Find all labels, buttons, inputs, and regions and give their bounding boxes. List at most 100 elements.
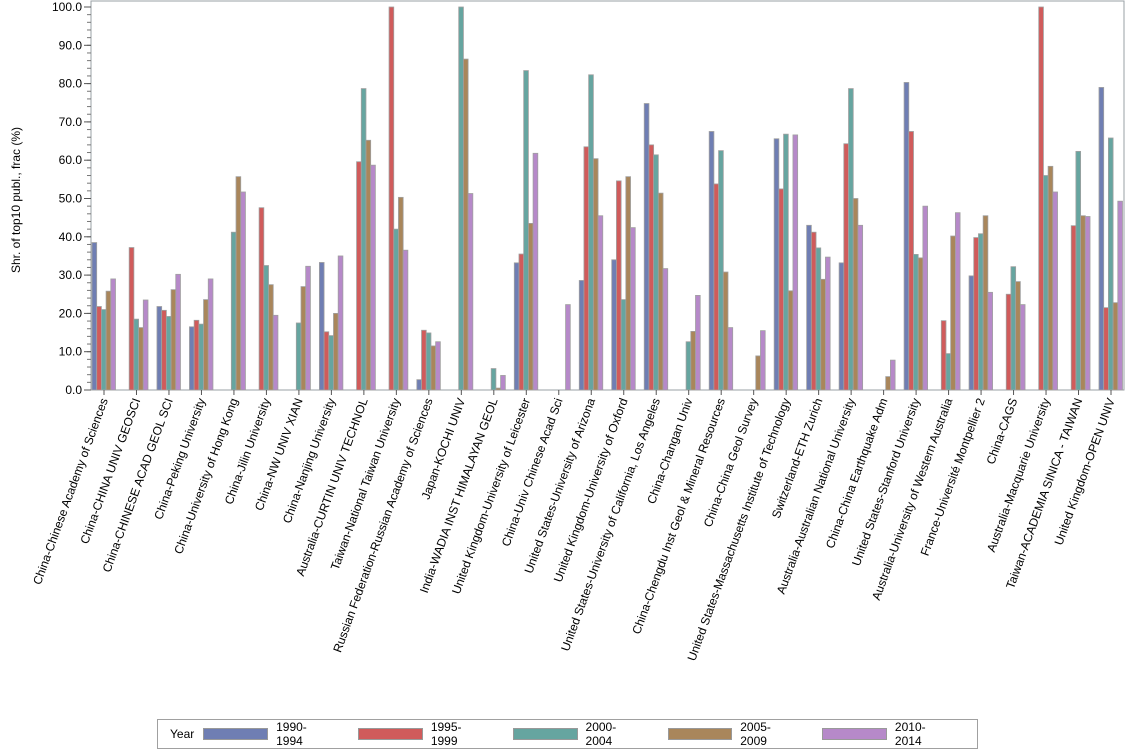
bar-2000-2004 <box>653 154 659 391</box>
bar-2005-2009 <box>398 196 404 391</box>
bar-2000-2004 <box>458 6 464 391</box>
bar-1990-1994 <box>611 259 617 391</box>
bar-2005-2009 <box>982 215 989 391</box>
x-tick-label: China-China Earthquake Adm <box>823 396 890 550</box>
bar-2005-2009 <box>657 192 664 391</box>
bar-2000-2004 <box>945 353 952 391</box>
bar-2010-2014 <box>175 273 181 391</box>
bar-1995-1999 <box>356 161 362 391</box>
bar-1995-1999 <box>843 143 849 391</box>
bar-2010-2014 <box>695 294 701 391</box>
legend-label: 2000-2004 <box>585 720 617 748</box>
bar-2005-2009 <box>1015 281 1021 391</box>
bar-2010-2014 <box>1019 304 1026 391</box>
bar-2005-2009 <box>463 58 469 391</box>
bar-1990-1994 <box>903 82 910 391</box>
bar-1990-1994 <box>708 131 715 391</box>
bar-1990-1994 <box>416 379 422 391</box>
bar-1995-1999 <box>388 6 395 391</box>
bar-2005-2009 <box>625 176 631 391</box>
bar-2010-2014 <box>565 304 571 391</box>
bar-1995-1999 <box>96 306 102 391</box>
x-tick-label: China-CAGS <box>983 396 1020 466</box>
bar-2010-2014 <box>727 327 734 391</box>
bar-1995-1999 <box>1038 6 1044 391</box>
legend-swatch <box>512 728 578 740</box>
bar-2010-2014 <box>890 359 896 391</box>
y-tick-label: 30.0 <box>59 268 83 282</box>
y-tick-label: 0.0 <box>65 383 82 397</box>
bar-2000-2004 <box>263 265 269 391</box>
legend-label: 2005-2009 <box>740 720 771 748</box>
y-tick-label: 90.0 <box>59 38 83 52</box>
bar-1990-1994 <box>806 224 812 391</box>
plot-frame <box>90 0 1125 391</box>
bar-1995-1999 <box>193 319 200 391</box>
bar-2010-2014 <box>630 227 636 391</box>
bar-2005-2009 <box>722 271 729 391</box>
bar-1990-1994 <box>156 306 163 391</box>
x-tick-label: China-Univ Chinese Acad Sci <box>499 396 566 548</box>
legend-item-1990-1994: 1990-1994 <box>203 720 322 748</box>
bar-2000-2004 <box>620 299 627 391</box>
bar-2005-2009 <box>365 139 372 391</box>
bar-2010-2014 <box>207 278 214 391</box>
y-tick-label: 70.0 <box>59 115 83 129</box>
bar-2000-2004 <box>523 70 529 391</box>
bar-2000-2004 <box>230 231 237 391</box>
bar-2005-2009 <box>170 289 177 391</box>
bar-2000-2004 <box>165 316 172 391</box>
y-tick-label: 50.0 <box>59 192 83 206</box>
bar-1995-1999 <box>973 237 979 391</box>
bar-1995-1999 <box>810 231 817 391</box>
bar-2010-2014 <box>240 191 246 391</box>
bar-2005-2009 <box>203 299 209 391</box>
bar-2005-2009 <box>592 158 599 391</box>
x-tick-label: China-CHINA UNIV GEOSCI <box>77 396 143 546</box>
bar-1990-1994 <box>1098 87 1105 391</box>
bar-1995-1999 <box>1103 307 1109 391</box>
legend-item-2005-2009: 2005-2009 <box>667 720 787 748</box>
bar-1990-1994 <box>838 262 845 391</box>
bar-1995-1999 <box>128 247 135 391</box>
bar-2005-2009 <box>333 312 339 391</box>
bar-2000-2004 <box>198 323 204 391</box>
bar-2005-2009 <box>852 198 859 391</box>
bar-1995-1999 <box>778 188 784 391</box>
bar-1995-1999 <box>713 183 719 391</box>
bar-2005-2009 <box>755 355 761 391</box>
bar-2005-2009 <box>820 278 826 391</box>
bar-2000-2004 <box>425 332 432 391</box>
bar-2000-2004 <box>101 309 107 391</box>
legend: Year 1990-1994 1995-1999 2000-2004 2005-… <box>157 719 978 749</box>
y-axis-label: Shr. of top10 publ., frac (%) <box>9 127 23 273</box>
x-tick-label: France-Université Montpellier 2 <box>918 396 988 558</box>
bar-1995-1999 <box>421 329 427 391</box>
bar-2010-2014 <box>305 265 311 391</box>
bar-2000-2004 <box>1043 175 1049 391</box>
bar-2010-2014 <box>857 224 864 391</box>
bar-2005-2009 <box>235 176 242 391</box>
bar-1995-1999 <box>161 309 167 391</box>
bar-1990-1994 <box>513 262 520 391</box>
bar-1990-1994 <box>189 326 195 391</box>
bar-2005-2009 <box>950 235 956 391</box>
bar-2005-2009 <box>917 257 924 391</box>
bar-2005-2009 <box>430 345 437 391</box>
y-tick-label: 100.0 <box>52 0 82 14</box>
bar-2000-2004 <box>588 74 594 391</box>
bar-2000-2004 <box>490 368 497 391</box>
bar-2010-2014 <box>532 152 539 391</box>
bar-2000-2004 <box>815 247 822 391</box>
bar-2005-2009 <box>495 387 502 391</box>
bar-2005-2009 <box>1112 302 1119 391</box>
bar-2010-2014 <box>272 314 279 391</box>
bar-2010-2014 <box>825 256 831 391</box>
y-tick-label: 10.0 <box>59 345 83 359</box>
legend-label: 1990-1994 <box>276 720 307 748</box>
bar-2005-2009 <box>300 286 307 391</box>
bar-1995-1999 <box>258 207 265 391</box>
bar-2010-2014 <box>792 134 799 391</box>
bar-2010-2014 <box>922 205 928 391</box>
bar-2005-2009 <box>1080 215 1086 391</box>
